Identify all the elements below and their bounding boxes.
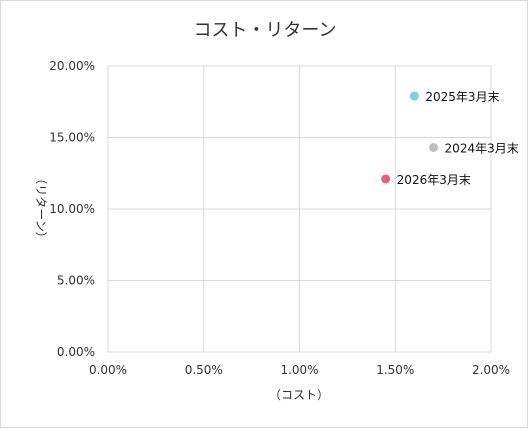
data-label: 2026年3月末 <box>397 173 471 187</box>
y-tick-label: 10.00% <box>49 202 95 216</box>
y-tick-label: 15.00% <box>49 131 95 145</box>
x-tick-labels: 0.00% 0.50% 1.00% 1.50% 2.00% <box>89 363 510 377</box>
x-axis-label: （コスト） <box>269 388 329 402</box>
chart-title: コスト・リターン <box>193 20 336 41</box>
data-point <box>429 143 439 153</box>
x-tick-label: 1.00% <box>280 363 318 377</box>
x-tick-label: 0.50% <box>185 363 223 377</box>
grid-layer <box>107 65 492 353</box>
y-tick-label: 5.00% <box>57 274 95 288</box>
y-tick-labels: 0.00% 5.00% 10.00% 15.00% 20.00% <box>49 59 95 359</box>
y-axis-label: （リターン） <box>34 172 48 243</box>
data-point <box>409 91 419 101</box>
data-label: 2024年3月末 <box>445 142 519 156</box>
y-tick-label: 0.00% <box>57 345 95 359</box>
x-tick-label: 0.00% <box>89 363 127 377</box>
data-point <box>381 174 391 184</box>
y-tick-label: 20.00% <box>49 59 95 73</box>
data-label: 2025年3月末 <box>425 90 499 104</box>
x-tick-label: 2.00% <box>472 363 510 377</box>
x-tick-label: 1.50% <box>376 363 414 377</box>
data-points: 2025年3月末 2024年3月末 2026年3月末 <box>381 90 519 187</box>
